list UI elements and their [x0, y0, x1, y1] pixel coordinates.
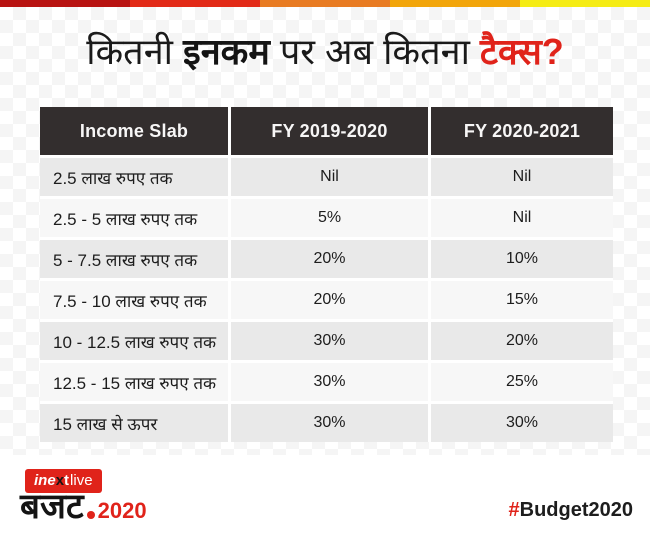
- hashtag-label: Budget2020: [519, 499, 633, 521]
- fy2020-rate-cell: 10%: [431, 240, 613, 278]
- income-slab-cell: 7.5 - 10 लाख रुपए तक: [40, 281, 231, 319]
- fy2020-rate-cell: 15%: [431, 281, 613, 319]
- fy2020-rate-cell: 30%: [431, 404, 613, 442]
- fy2019-rate-cell: Nil: [231, 158, 431, 196]
- income-slab-cell: 5 - 7.5 लाख रुपए तक: [40, 240, 231, 278]
- tax-slab-table: Income Slab FY 2019-2020 FY 2020-2021 2.…: [40, 107, 613, 442]
- bar-segment-orange: [260, 0, 390, 7]
- income-slab-cell: 12.5 - 15 लाख रुपए तक: [40, 363, 231, 401]
- logo-text-x: x: [55, 472, 65, 489]
- title-word-tax: टैक्स?: [479, 31, 564, 72]
- income-slab-cell: 2.5 - 5 लाख रुपए तक: [40, 199, 231, 237]
- logo-dot: [86, 511, 95, 519]
- title-word-income: इनकम: [183, 31, 270, 72]
- inextlive-logo-badge: inextlive: [25, 469, 102, 493]
- title-part-regular: पर अब कितना: [269, 31, 480, 72]
- top-color-bar: [0, 0, 650, 7]
- hashtag-budget2020: #Budget2020: [509, 499, 634, 522]
- fy2019-rate-cell: 20%: [231, 240, 431, 278]
- fy2019-rate-cell: 30%: [231, 404, 431, 442]
- bar-segment-yellow: [520, 0, 650, 7]
- page-title: कितनी इनकम पर अब कितना टैक्स?: [0, 22, 650, 82]
- table-row: 2.5 लाख रुपए तक Nil Nil: [40, 155, 613, 196]
- bar-segment-dark-red: [0, 0, 130, 7]
- income-slab-cell: 2.5 लाख रुपए तक: [40, 158, 231, 196]
- hash-symbol: #: [508, 499, 520, 521]
- fy2020-rate-cell: Nil: [431, 158, 613, 196]
- table-row: 15 लाख से ऊपर 30% 30%: [40, 401, 613, 442]
- table-row: 5 - 7.5 लाख रुपए तक 20% 10%: [40, 237, 613, 278]
- fy2020-rate-cell: Nil: [431, 199, 613, 237]
- column-header-fy-2020-2021: FY 2020-2021: [463, 120, 581, 141]
- logo-text-t: t: [64, 472, 70, 489]
- logo-text-ine: ine: [34, 472, 56, 489]
- table-header-row: Income Slab FY 2019-2020 FY 2020-2021: [40, 107, 613, 155]
- bar-segment-amber: [390, 0, 520, 7]
- fy2020-rate-cell: 25%: [431, 363, 613, 401]
- budget-2020-logo: बजट 2020: [20, 488, 147, 526]
- bar-segment-red: [130, 0, 260, 7]
- column-header-fy-2019-2020: FY 2019-2020: [231, 107, 431, 155]
- table-row: 7.5 - 10 लाख रुपए तक 20% 15%: [40, 278, 613, 319]
- fy2020-rate-cell: 20%: [431, 322, 613, 360]
- fy2019-rate-cell: 30%: [231, 363, 431, 401]
- fy2019-rate-cell: 5%: [231, 199, 431, 237]
- title-part-regular: कितनी: [86, 31, 184, 72]
- fy2019-rate-cell: 30%: [231, 322, 431, 360]
- table-row: 2.5 - 5 लाख रुपए तक 5% Nil: [40, 196, 613, 237]
- column-header-income-slab: Income Slab: [40, 107, 231, 155]
- table-row: 12.5 - 15 लाख रुपए तक 30% 25%: [40, 360, 613, 401]
- logo-text-live: live: [70, 472, 93, 489]
- fy2019-rate-cell: 20%: [231, 281, 431, 319]
- income-slab-cell: 15 लाख से ऊपर: [40, 404, 231, 442]
- logo-word-budget: बजट: [20, 487, 84, 526]
- logo-year: 2020: [97, 498, 147, 523]
- income-slab-cell: 10 - 12.5 लाख रुपए तक: [40, 322, 231, 360]
- table-row: 10 - 12.5 लाख रुपए तक 30% 20%: [40, 319, 613, 360]
